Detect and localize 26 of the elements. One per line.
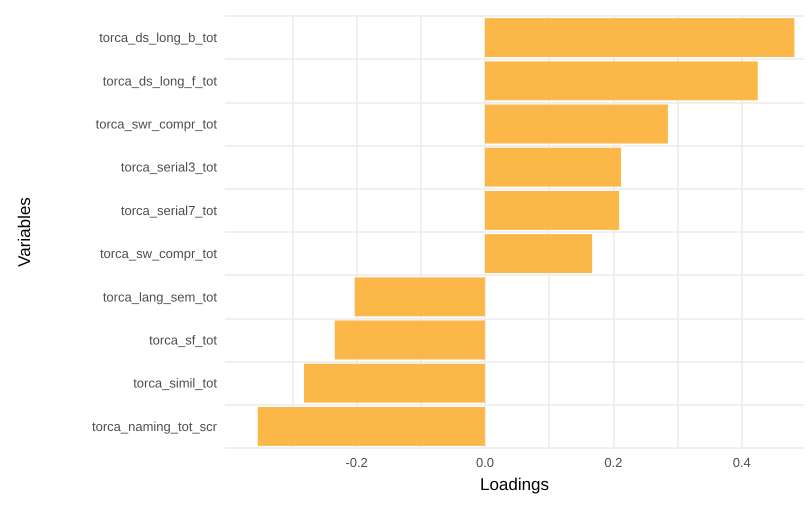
x-tick-label: 0.2: [604, 455, 622, 470]
x-tick-label: -0.2: [345, 455, 368, 470]
x-tick-label: 0.0: [476, 455, 494, 470]
x-axis-title: Loadings: [480, 475, 550, 494]
bar: [354, 277, 485, 316]
y-tick-label: torca_ds_long_b_tot: [99, 30, 218, 46]
bar: [484, 61, 758, 100]
y-tick-label: torca_sw_compr_tot: [100, 246, 218, 262]
bar: [304, 364, 485, 403]
y-tick-label: torca_ds_long_f_tot: [102, 73, 218, 88]
bar: [334, 320, 485, 360]
bar: [258, 406, 485, 446]
bar: [484, 104, 668, 144]
bar: [484, 148, 622, 187]
y-tick-label: torca_lang_sem_tot: [102, 289, 218, 304]
bar: [484, 234, 592, 274]
y-tick-label: torca_sf_tot: [149, 332, 218, 348]
x-tick-label: 0.4: [732, 455, 751, 470]
y-axis-title: Variables: [15, 197, 34, 267]
y-tick-label: torca_serial3_tot: [120, 160, 218, 175]
bar: [484, 190, 620, 230]
y-tick-label: torca_swr_compr_tot: [96, 116, 218, 132]
y-tick-label: torca_serial7_tot: [120, 202, 218, 218]
y-tick-label: torca_simil_tot: [133, 376, 218, 391]
y-tick-label: torca_naming_tot_scr: [92, 418, 218, 434]
bar: [484, 18, 794, 58]
